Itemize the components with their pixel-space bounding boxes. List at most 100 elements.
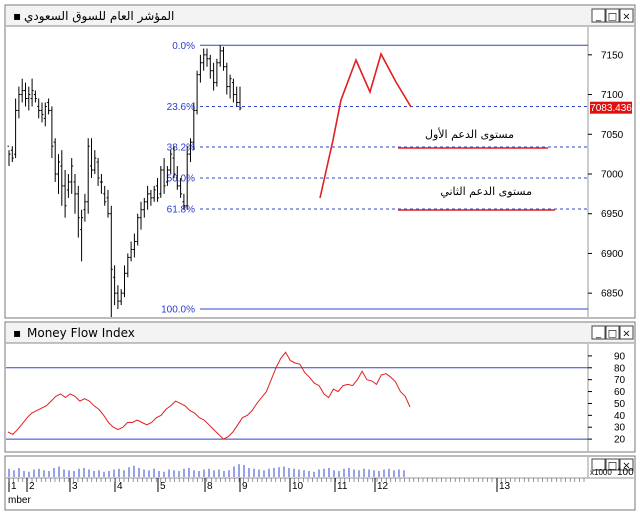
price-bar: [96, 158, 100, 186]
price-bar: [192, 102, 196, 151]
price-bar: [17, 86, 21, 119]
price-bar: [228, 74, 232, 99]
volume-tick-label: 100: [617, 467, 634, 478]
price-bar: [222, 46, 225, 71]
price-bar: [76, 185, 80, 238]
price-window-close-button[interactable]: [619, 8, 634, 23]
mfi-window: ▪ Money Flow Index _ □ × 908070605040302…: [4, 321, 636, 453]
price-bar: [139, 201, 143, 230]
price-bar: [215, 58, 219, 87]
fib-level-label: 100.0%: [161, 305, 195, 316]
price-window-maximize-button[interactable]: [605, 8, 620, 23]
price-y-tick-label: 6850: [601, 289, 624, 300]
mfi-y-tick-label: 70: [614, 375, 626, 386]
price-bar: [66, 173, 70, 198]
price-bar: [225, 62, 229, 95]
price-bar: [162, 158, 166, 194]
mfi-window-titlebar: [6, 323, 634, 343]
volume-window-frame: [4, 455, 636, 511]
price-bar: [33, 90, 37, 103]
mfi-window-close-button[interactable]: [619, 325, 634, 340]
price-bar: [195, 70, 199, 115]
price-y-tick-label: 6950: [601, 209, 624, 220]
mfi-window-minimize-button[interactable]: [591, 325, 606, 340]
mfi-y-tick-label: 60: [614, 387, 626, 398]
price-bar: [156, 177, 159, 202]
price-bar: [106, 189, 110, 218]
last-price-label: 7083.436: [590, 103, 632, 114]
price-bar: [159, 166, 163, 198]
price-bar: [152, 185, 156, 202]
time-axis-month-label: mber: [8, 495, 31, 506]
price-bar: [63, 170, 67, 218]
support-level-2-label: مستوى الدعم الثاني: [440, 185, 532, 198]
fib-level-label: 38.2%: [167, 142, 195, 153]
mfi-y-tick-label: 30: [614, 423, 626, 434]
time-axis-label: 1: [11, 481, 17, 492]
price-bar: [172, 146, 176, 178]
support-annotations: مستوى الدعم الأول مستوى الدعم الثاني: [398, 127, 555, 211]
price-bar: [57, 154, 60, 194]
price-bar: [182, 193, 186, 210]
mfi-y-tick-label: 90: [614, 351, 626, 362]
price-y-axis: 7150 7100 7050 7000 6950 6900 6850: [588, 50, 624, 300]
price-bar: [93, 150, 97, 174]
price-bar: [185, 146, 189, 210]
mfi-window-system-icon[interactable]: ▪: [13, 326, 21, 340]
volume-bars: [8, 464, 405, 477]
mfi-threshold-lines: [6, 367, 588, 440]
price-bar: [169, 150, 173, 174]
maximize-icon: □: [608, 329, 617, 340]
price-bar: [116, 285, 120, 310]
volume-window-close-button[interactable]: [619, 458, 634, 471]
volume-window-maximize-button[interactable]: [605, 458, 620, 471]
price-bar: [30, 78, 34, 107]
price-bar: [50, 106, 54, 159]
mfi-series-line: [7, 351, 411, 440]
volume-window-minimize-button[interactable]: [591, 458, 606, 471]
price-bar: [7, 145, 11, 167]
maximize-icon: □: [608, 461, 617, 472]
fib-level-label: 23.6%: [167, 102, 195, 113]
double-top-pattern-line: [319, 51, 412, 199]
price-window-title: المؤشر العام للسوق السعودي: [24, 9, 174, 24]
price-bar: [136, 213, 140, 246]
price-y-tick-label: 7050: [601, 130, 624, 141]
maximize-icon: □: [608, 12, 617, 23]
time-axis-label: 8: [207, 481, 213, 492]
volume-window: _ □ × x1000 100 1 2 3 4 5 8 9 10 11 12 13 mber: [4, 455, 636, 511]
mfi-window-title: Money Flow Index: [27, 326, 135, 340]
pattern-overlay: [319, 51, 412, 199]
close-icon: ×: [622, 329, 630, 340]
price-bar: [109, 205, 113, 317]
price-bar: [53, 138, 57, 182]
price-bar: [123, 265, 126, 298]
price-bar: [83, 193, 87, 222]
mfi-window-maximize-button[interactable]: [605, 325, 620, 340]
time-axis-label: 2: [29, 481, 35, 492]
price-window: ▪ المؤشر العام للسوق السعودي _ □ × 0.0% 2…: [4, 4, 636, 319]
price-bar: [20, 78, 24, 103]
price-bar: [149, 189, 153, 206]
price-bar: [73, 173, 77, 214]
volume-unit-label: x1000: [590, 468, 612, 477]
fib-level-label: 0.0%: [172, 41, 195, 52]
price-window-system-icon[interactable]: ▪: [13, 9, 21, 23]
price-y-tick-label: 7100: [601, 90, 624, 101]
price-window-minimize-button[interactable]: [591, 8, 606, 23]
minimize-icon: _: [595, 460, 602, 471]
price-bar: [90, 138, 93, 178]
price-window-frame: [4, 4, 636, 319]
fib-level-label: 61.8%: [167, 204, 195, 215]
price-bar: [238, 86, 242, 111]
time-axis-label: 5: [160, 481, 166, 492]
price-bar: [205, 48, 209, 67]
price-bar: [43, 102, 47, 127]
close-icon: ×: [622, 461, 630, 472]
time-axis-label: 3: [72, 481, 78, 492]
price-bar: [113, 265, 117, 306]
price-bars: [7, 45, 242, 317]
price-bar: [47, 98, 51, 115]
